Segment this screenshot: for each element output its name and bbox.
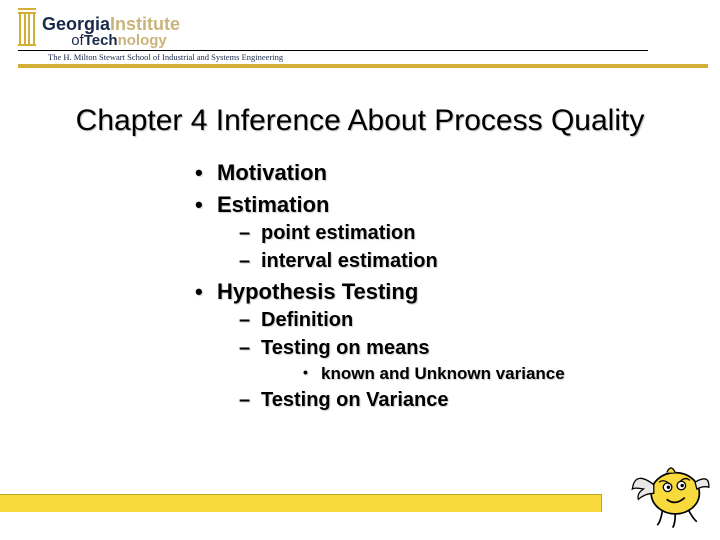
logo-word-tech: Tech <box>84 32 118 49</box>
logo-text: GeorgiaInstitute GeoofTechnology <box>42 15 180 48</box>
slide-body: Motivation Estimation point estimation i… <box>195 160 565 418</box>
bullet-estimation: Estimation point estimation interval est… <box>195 192 565 273</box>
bullet-label: Motivation <box>217 160 327 185</box>
bullet-point-estimation: point estimation <box>221 222 565 245</box>
bullet-label: Testing on Variance <box>261 389 448 411</box>
bullet-label: Definition <box>261 309 353 331</box>
bullet-motivation: Motivation <box>195 160 565 186</box>
header-rule-thick <box>18 64 708 68</box>
footer-bar <box>0 494 602 512</box>
bullet-testing-variance: Testing on Variance <box>221 389 565 412</box>
bullet-label: Estimation <box>217 192 329 217</box>
bullet-label: interval estimation <box>261 250 438 272</box>
bullet-known-unknown-variance: known and Unknown variance <box>267 364 565 384</box>
bullet-label: Testing on means <box>261 337 430 359</box>
school-name: The H. Milton Stewart School of Industri… <box>48 52 283 62</box>
bullet-definition: Definition <box>221 309 565 332</box>
logo-word-georgia: Georgia <box>42 14 110 34</box>
institution-logo: GeorgiaInstitute GeoofTechnology <box>18 8 180 48</box>
logo-word-nology: nology <box>118 32 167 49</box>
bullet-interval-estimation: interval estimation <box>221 250 565 273</box>
bullet-label: known and Unknown variance <box>321 364 565 383</box>
pillar-icon <box>18 8 36 48</box>
logo-word-of: of <box>71 32 84 49</box>
header-rule-thin <box>18 50 648 51</box>
slide-title: Chapter 4 Inference About Process Qualit… <box>0 104 720 138</box>
bullet-label: Hypothesis Testing <box>217 279 418 304</box>
bullet-hypothesis-testing: Hypothesis Testing Definition Testing on… <box>195 279 565 412</box>
bullet-label: point estimation <box>261 222 415 244</box>
mascot-icon <box>628 444 714 534</box>
bullet-testing-means: Testing on means known and Unknown varia… <box>221 337 565 384</box>
logo-word-institute: Institute <box>110 14 180 34</box>
